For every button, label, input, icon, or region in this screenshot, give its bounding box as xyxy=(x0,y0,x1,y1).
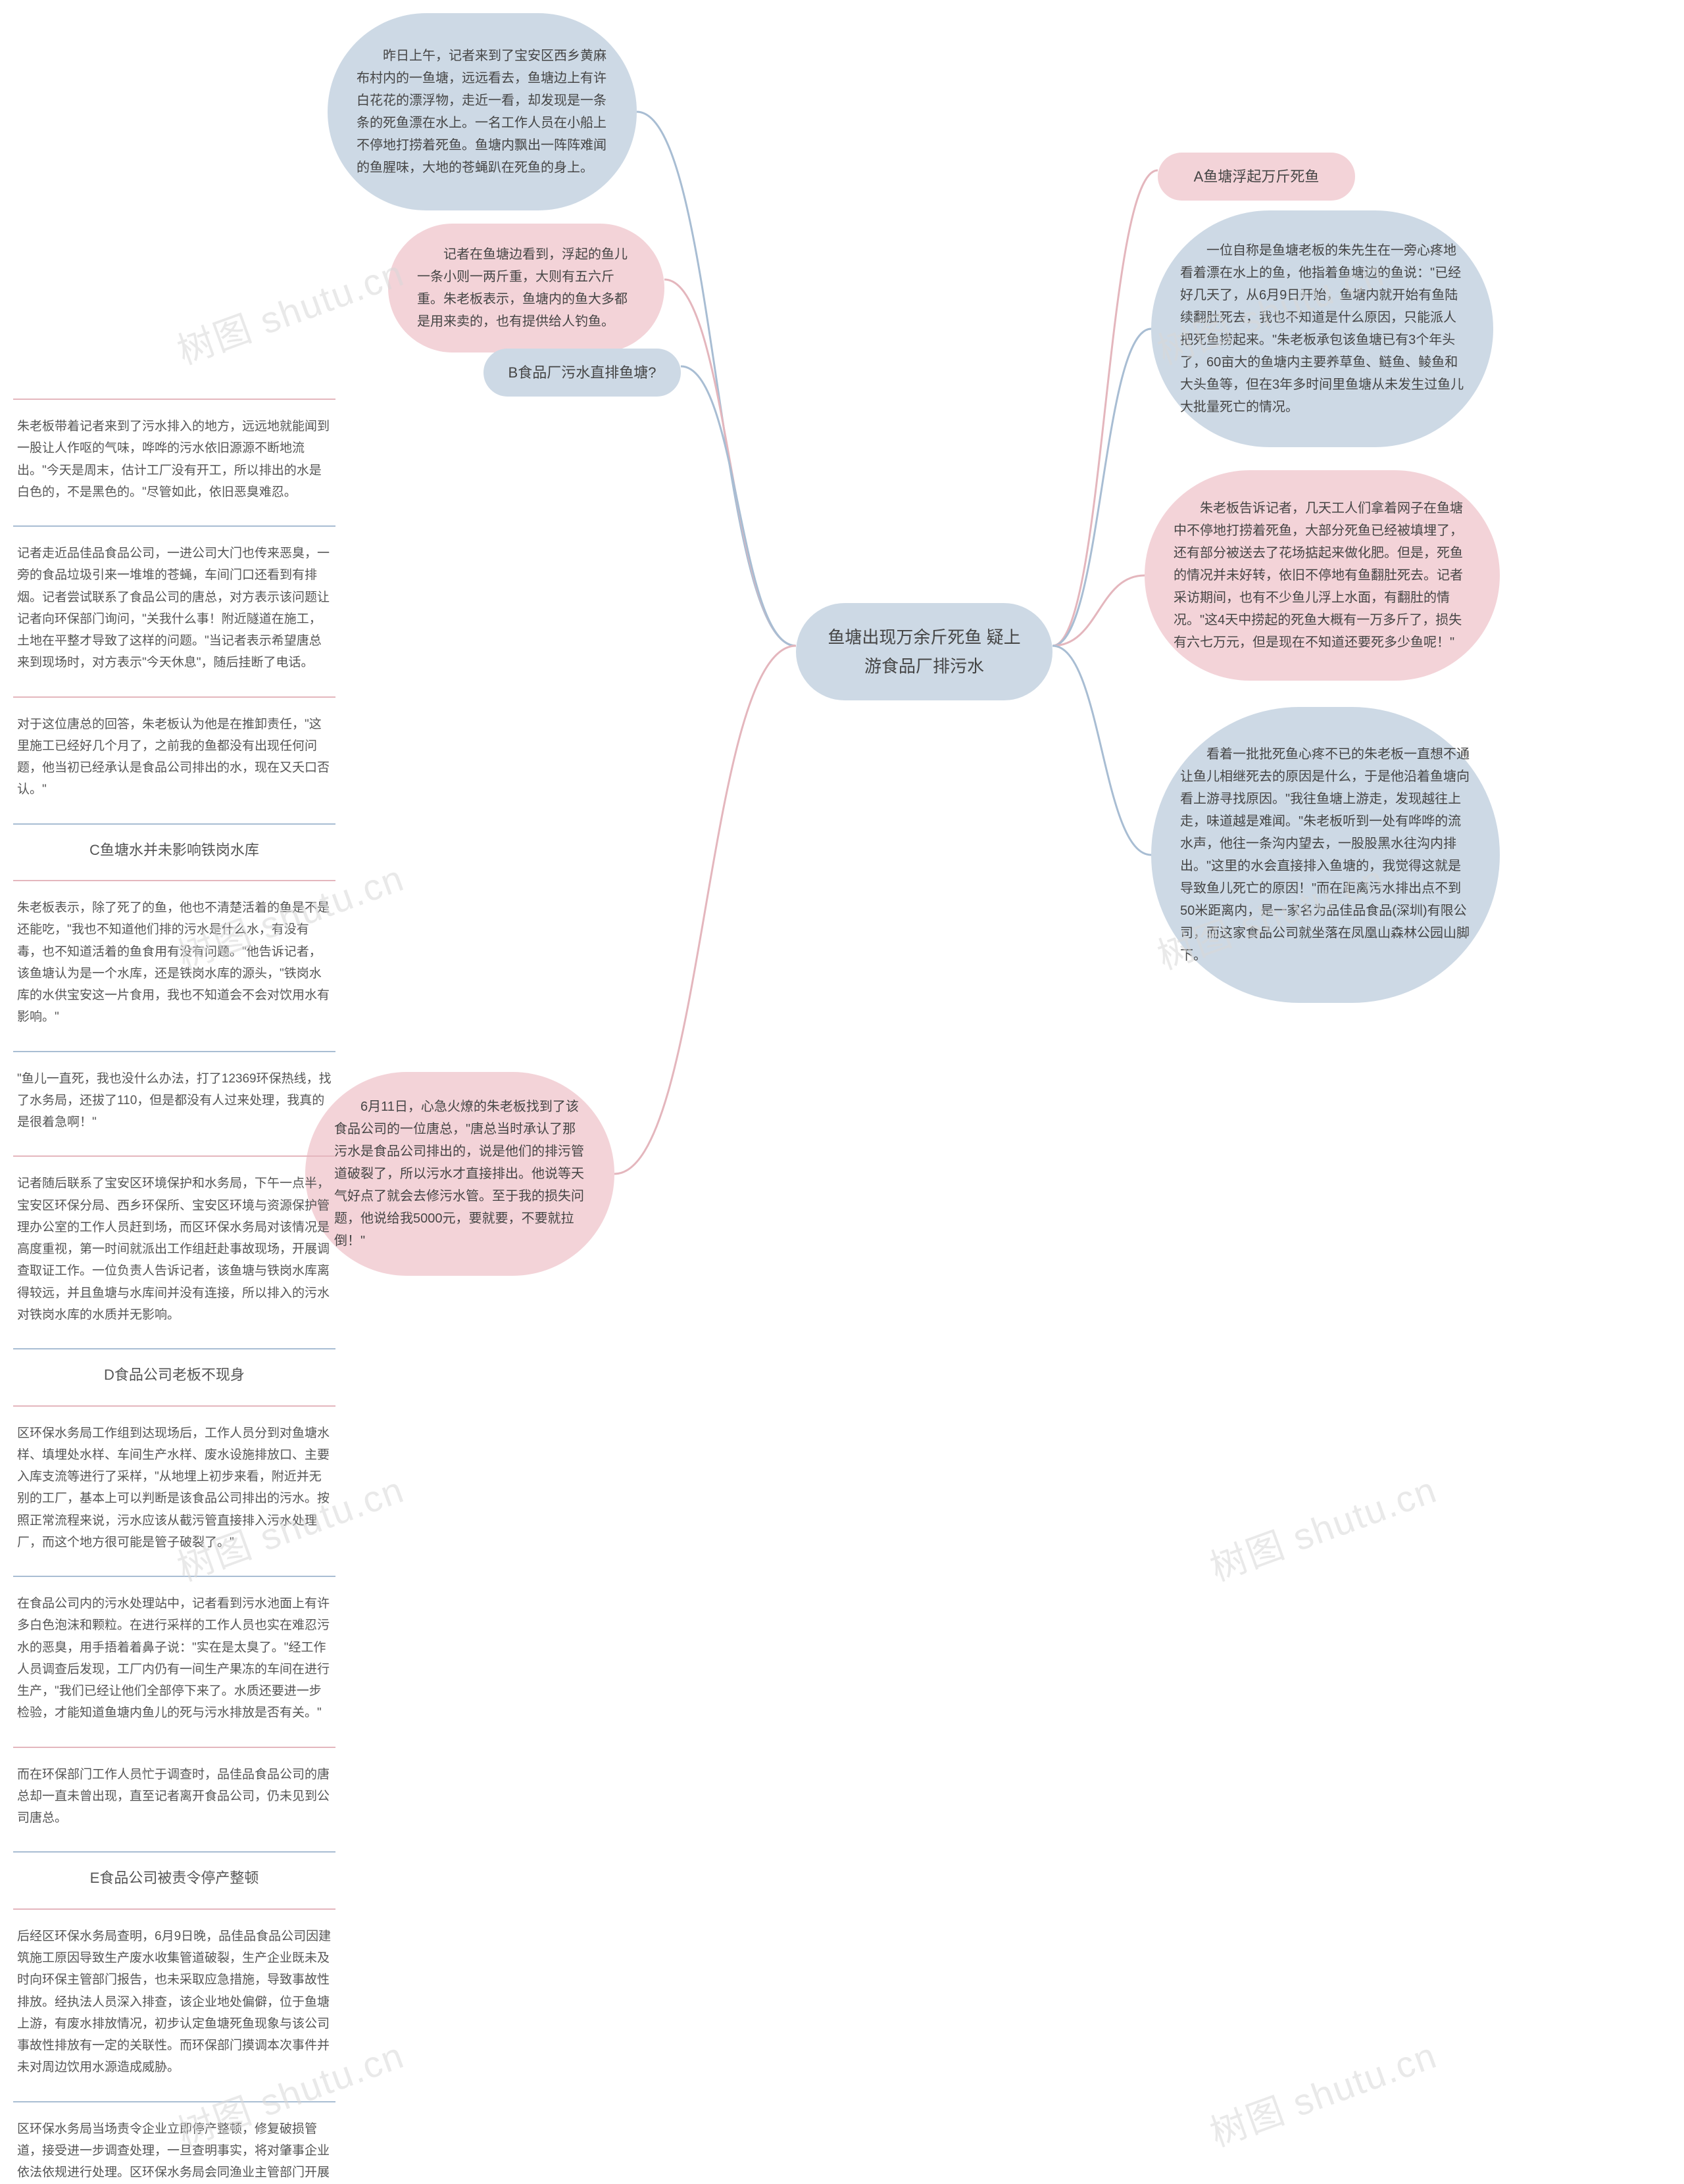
side-paragraph: 朱老板表示，除了死了的鱼，他也不清楚活着的鱼是不是还能吃，"我也不知道他们排的污… xyxy=(13,880,335,1047)
watermark: 树图 shutu.cn xyxy=(169,244,410,376)
edge xyxy=(1052,170,1158,646)
side-paragraph: 区环保水务局当场责令企业立即停产整顿，修复破损管道，接受进一步调查处理，一旦查明… xyxy=(13,2101,335,2184)
edge xyxy=(1052,329,1151,646)
side-paragraph: "鱼儿一直死，我也没什么办法，打了12369环保热线，找了水务局，还拔了110，… xyxy=(13,1051,335,1152)
side-paragraph: 而在环保部门工作人员忙于调查时，品佳品食品公司的唐总却一直未曾出现，直至记者离开… xyxy=(13,1747,335,1848)
watermark: 树图 shutu.cn xyxy=(1202,2026,1443,2158)
left-node-l2: 记者在鱼塘边看到，浮起的鱼儿一条小则一两斤重，大则有五六斤重。朱老板表示，鱼塘内… xyxy=(388,224,664,352)
side-paragraph: 对于这位唐总的回答，朱老板认为他是在推卸责任，"这里施工已经好几个月了，之前我的… xyxy=(13,696,335,819)
watermark: 树图 shutu.cn xyxy=(1202,1461,1443,1592)
side-paragraph: 记者随后联系了宝安区环境保护和水务局，下午一点半，宝安区环保分局、西乡环保所、宝… xyxy=(13,1155,335,1344)
side-column: 朱老板带着记者来到了污水排入的地方，远远地就能闻到一股让人作呕的气味，哗哗的污水… xyxy=(13,399,335,2184)
right-node-r2: 一位自称是鱼塘老板的朱先生在一旁心疼地看着漂在水上的鱼，他指着鱼塘边的鱼说："已… xyxy=(1151,210,1493,447)
side-paragraph: 在食品公司内的污水处理站中，记者看到污水池面上有许多白色泡沫和颗粒。在进行采样的… xyxy=(13,1576,335,1743)
side-paragraph: 区环保水务局工作组到达现场后，工作人员分到对鱼塘水样、填埋处水样、车间生产水样、… xyxy=(13,1405,335,1572)
left-node-l1: 昨日上午，记者来到了宝安区西乡黄麻布村内的一鱼塘，远远看去，鱼塘边上有许白花花的… xyxy=(328,13,637,210)
side-heading: E食品公司被责令停产整顿 xyxy=(13,1851,335,1905)
edge xyxy=(1052,575,1145,646)
right-node-r3: 朱老板告诉记者，几天工人们拿着网子在鱼塘中不停地打捞着死鱼，大部分死鱼已经被填埋… xyxy=(1145,470,1500,681)
side-paragraph: 后经区环保水务局查明，6月9日晚，品佳品食品公司因建筑施工原因导致生产废水收集管… xyxy=(13,1908,335,2097)
side-paragraph: 记者走近品佳品食品公司，一进公司大门也传来恶臭，一旁的食品垃圾引来一堆堆的苍蝇，… xyxy=(13,525,335,692)
right-node-r1: A鱼塘浮起万斤死鱼 xyxy=(1158,153,1355,201)
side-paragraph: 朱老板带着记者来到了污水排入的地方，远远地就能闻到一股让人作呕的气味，哗哗的污水… xyxy=(13,399,335,522)
right-node-r4: 看着一批批死鱼心疼不已的朱老板一直想不通让鱼儿相继死去的原因是什么，于是他沿着鱼… xyxy=(1151,707,1500,1003)
side-heading: C鱼塘水并未影响铁岗水库 xyxy=(13,823,335,877)
edge xyxy=(664,279,796,646)
center-topic: 鱼塘出现万余斤死鱼 疑上游食品厂排污水 xyxy=(796,603,1052,700)
side-heading: D食品公司老板不现身 xyxy=(13,1348,335,1401)
edge xyxy=(614,646,796,1174)
left-node-l4: 6月11日，心急火燎的朱老板找到了该食品公司的一位唐总，"唐总当时承认了那污水是… xyxy=(305,1072,614,1276)
edge xyxy=(1052,646,1151,855)
edge xyxy=(681,366,796,646)
left-node-l3: B食品厂污水直排鱼塘? xyxy=(483,349,681,397)
